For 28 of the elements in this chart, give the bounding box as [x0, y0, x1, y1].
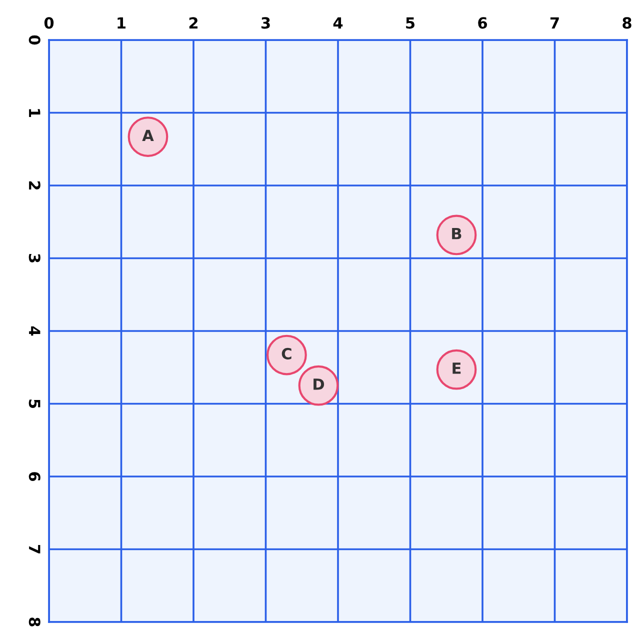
annotation: E: [452, 362, 461, 374]
x-tick-label: 8: [622, 17, 632, 29]
point: [266, 334, 307, 376]
x-tick-label: 0: [44, 17, 54, 29]
y-tick-label: 2: [29, 181, 40, 190]
y-tick-label: 6: [28, 472, 40, 481]
x-tick-label: 1: [118, 17, 126, 28]
x-tick-label: 7: [550, 17, 559, 28]
point: [298, 365, 339, 406]
y-tick-label: 1: [29, 109, 40, 118]
x-tick-label: 6: [478, 17, 487, 29]
y-tick-label: 3: [28, 254, 40, 262]
annotation: C: [282, 348, 292, 360]
point: [436, 214, 477, 256]
x-tick-label: 2: [189, 17, 198, 28]
annotation: D: [314, 378, 324, 390]
y-tick-label: 4: [29, 326, 40, 336]
y-tick-label: 0: [28, 35, 40, 45]
y-tick-label: 8: [28, 618, 40, 626]
point: [128, 116, 168, 157]
y-tick-label: 7: [29, 544, 40, 554]
annotation: A: [142, 130, 154, 141]
x-tick-label: 5: [406, 17, 414, 29]
y-tick-label: 5: [28, 400, 40, 408]
x-tick-label: 4: [333, 17, 343, 28]
point: [436, 349, 477, 390]
annotation: B: [452, 228, 462, 240]
x-tick-label: 3: [261, 17, 270, 29]
